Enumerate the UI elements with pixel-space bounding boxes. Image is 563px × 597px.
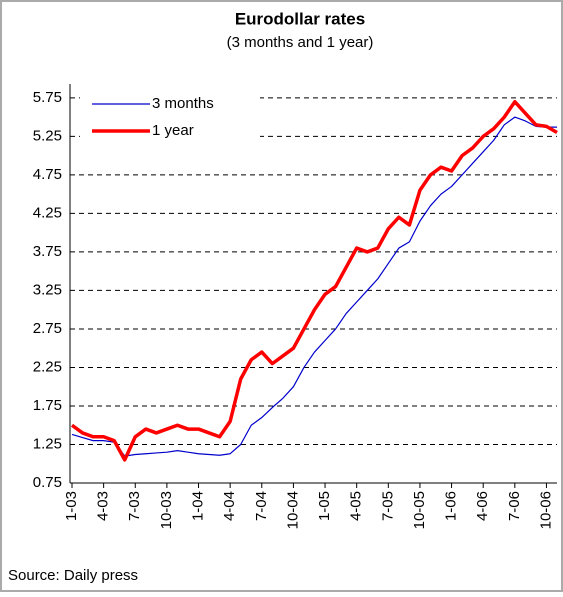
chart-title: Eurodollar rates [235, 9, 365, 28]
x-tick-label: 4-06 [474, 491, 491, 521]
x-tick-label: 10-04 [284, 491, 301, 529]
y-tick-label: 0.75 [33, 474, 62, 491]
x-tick-label: 1-05 [316, 491, 333, 521]
y-tick-label: 3.75 [33, 243, 62, 260]
x-tick-label: 4-04 [221, 491, 238, 521]
y-tick-label: 2.25 [33, 358, 62, 375]
x-tick-label: 7-04 [253, 491, 270, 521]
y-tick-label: 2.75 [33, 320, 62, 337]
y-tick-label: 3.25 [33, 281, 62, 298]
chart-subtitle: (3 months and 1 year) [227, 34, 374, 51]
x-tick-label: 1-06 [443, 491, 460, 521]
y-tick-label: 4.75 [33, 166, 62, 183]
x-tick-label: 1-04 [189, 491, 206, 521]
series-line [70, 99, 558, 462]
x-tick-label: 7-05 [379, 491, 396, 521]
x-tick-label: 7-06 [506, 491, 523, 521]
y-tick-label: 5.25 [33, 127, 62, 144]
x-tick-label: 7-03 [126, 491, 143, 521]
x-tick-label: 4-03 [95, 491, 112, 521]
x-tick-label: 10-03 [158, 491, 175, 529]
legend-label: 1 year [152, 122, 194, 139]
x-tick-label: 4-05 [348, 491, 365, 521]
y-tick-label: 4.25 [33, 204, 62, 221]
series-line [71, 116, 557, 457]
y-tick-label: 1.75 [33, 397, 62, 414]
x-tick-label: 10-05 [411, 491, 428, 529]
legend-label: 3 months [152, 95, 214, 112]
y-tick-label: 1.25 [33, 435, 62, 452]
x-tick-label: 10-06 [537, 491, 554, 529]
x-tick-label: 1-03 [63, 491, 80, 521]
legend-box [80, 88, 260, 150]
y-tick-label: 5.75 [33, 89, 62, 106]
source: Source: Daily press [8, 567, 138, 584]
